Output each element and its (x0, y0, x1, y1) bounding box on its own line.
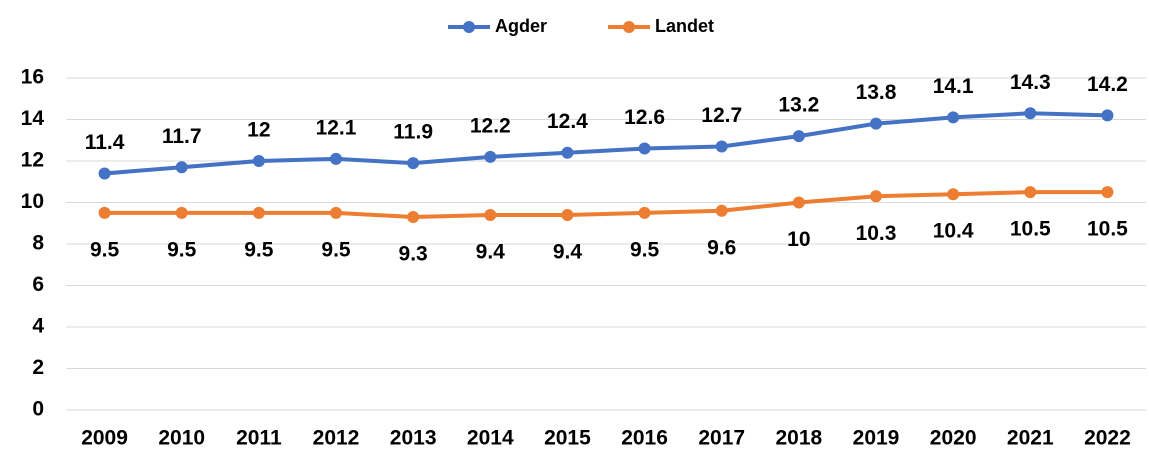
data-point (484, 208, 497, 221)
x-tick-label: 2017 (698, 427, 745, 449)
y-tick-label: 10 (21, 190, 44, 213)
data-point (870, 190, 882, 203)
series-line (104, 190, 1108, 220)
data-point (1024, 186, 1037, 199)
x-tick-label: 2009 (81, 427, 128, 449)
data-point (638, 142, 651, 155)
data-label: 11.4 (85, 131, 125, 154)
data-point (1101, 109, 1114, 122)
y-tick-label: 6 (32, 273, 44, 296)
data-label: 12 (247, 119, 270, 142)
data-point (175, 206, 188, 219)
x-tick-label: 2016 (621, 427, 668, 449)
y-tick-label: 8 (32, 232, 44, 255)
data-point (98, 206, 111, 219)
data-point (1101, 186, 1114, 199)
x-tick-label: 2012 (313, 427, 360, 449)
data-label: 10.5 (1010, 218, 1051, 241)
data-point (715, 140, 728, 153)
data-label: 9.5 (630, 238, 660, 261)
y-tick-label: 2 (32, 356, 44, 379)
y-tick-label: 16 (21, 66, 44, 89)
data-point (407, 157, 420, 170)
data-point (792, 130, 805, 143)
data-point (175, 161, 188, 174)
data-point (715, 204, 728, 217)
x-tick-label: 2013 (390, 427, 437, 449)
data-point (1024, 107, 1037, 120)
x-tick-label: 2011 (236, 427, 282, 449)
data-point (252, 155, 265, 167)
data-label: 10 (787, 228, 810, 251)
data-label: 12.7 (701, 104, 742, 127)
data-point (98, 167, 111, 180)
series-line (104, 111, 1108, 176)
y-tick-label: 4 (32, 315, 44, 338)
data-point (870, 117, 882, 130)
data-label: 12.2 (470, 114, 511, 137)
data-label: 12.4 (547, 110, 588, 133)
x-tick-label: 2021 (1007, 427, 1054, 449)
x-tick-label: 2019 (853, 427, 900, 449)
x-tick-label: 2020 (930, 427, 977, 449)
data-point (330, 206, 342, 219)
legend-label: Agder (495, 16, 547, 36)
data-label: 14.3 (1010, 71, 1051, 94)
data-label: 13.2 (778, 94, 819, 117)
data-label: 14.1 (933, 75, 974, 98)
data-label: 9.6 (707, 236, 736, 259)
data-label: 10.3 (856, 222, 897, 245)
data-label: 9.5 (321, 238, 351, 261)
data-label: 10.5 (1087, 218, 1128, 241)
legend-marker (623, 21, 635, 33)
y-tick-label: 14 (21, 107, 45, 130)
y-tick-label: 12 (21, 149, 44, 172)
x-tick-label: 2018 (775, 427, 822, 449)
x-tick-label: 2010 (158, 427, 205, 449)
x-tick-label: 2015 (544, 427, 591, 449)
data-label: 9.5 (90, 238, 120, 261)
data-label: 9.5 (167, 238, 197, 261)
data-point (638, 206, 651, 219)
data-label: 9.5 (244, 238, 274, 261)
data-point (947, 111, 960, 124)
data-label: 9.4 (553, 240, 583, 263)
data-point (561, 208, 574, 221)
data-point (252, 206, 265, 219)
y-tick-label: 0 (32, 398, 44, 421)
data-label: 12.1 (316, 116, 357, 139)
data-point (330, 152, 342, 165)
legend-label: Landet (655, 16, 714, 36)
x-tick-label: 2022 (1084, 427, 1131, 449)
data-label: 13.8 (856, 81, 897, 104)
data-label: 9.3 (399, 243, 428, 266)
data-point (407, 211, 420, 224)
x-tick-label: 2014 (467, 427, 514, 449)
data-label: 11.7 (162, 125, 202, 148)
data-label: 10.4 (933, 220, 974, 243)
data-point (792, 196, 805, 209)
legend-marker (463, 21, 475, 33)
data-label: 11.9 (393, 121, 433, 144)
data-label: 9.4 (476, 240, 506, 263)
data-point (484, 150, 497, 163)
data-point (947, 188, 960, 201)
data-point (561, 146, 574, 159)
data-label: 12.6 (624, 106, 665, 129)
data-label: 14.2 (1087, 73, 1128, 96)
